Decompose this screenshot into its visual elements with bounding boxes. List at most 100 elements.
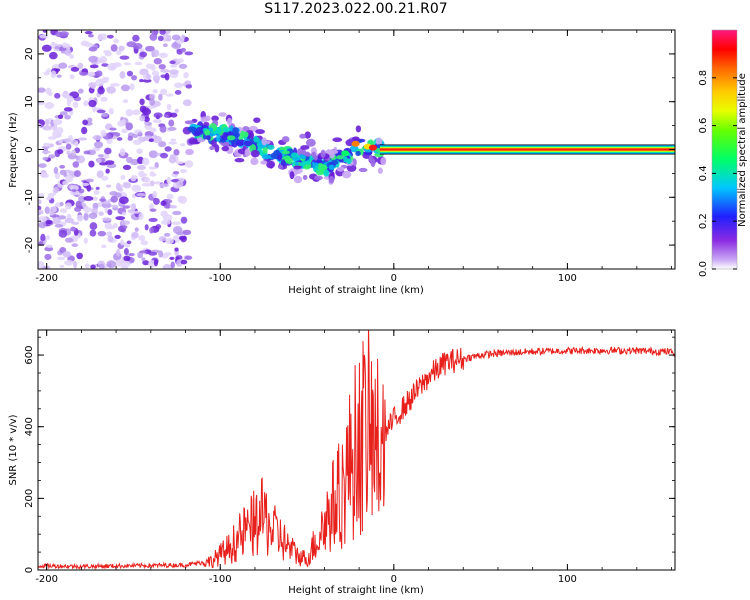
noise-cell bbox=[148, 166, 157, 170]
noise-cell bbox=[159, 183, 170, 188]
noise-cell bbox=[98, 33, 107, 38]
noise-cell bbox=[110, 195, 118, 203]
noise-cell bbox=[151, 70, 160, 77]
trend-cell bbox=[328, 164, 335, 171]
snr-panel: -200 -100 0 100 0 200 400 600 Height of straigh… bbox=[8, 329, 676, 596]
noise-cell bbox=[48, 154, 56, 159]
noise-cell bbox=[59, 111, 68, 116]
noise-cell bbox=[185, 84, 193, 89]
noise-cell bbox=[97, 86, 105, 95]
noise-cell bbox=[84, 263, 90, 269]
noise-cell bbox=[40, 173, 49, 179]
noise-cell bbox=[180, 259, 188, 265]
noise-cell bbox=[175, 231, 184, 236]
noise-cell bbox=[144, 176, 151, 183]
noise-cell bbox=[70, 185, 79, 191]
trend-cell bbox=[209, 146, 215, 151]
noise-cell bbox=[125, 108, 133, 117]
noise-cell bbox=[131, 109, 141, 116]
trend-cell bbox=[278, 165, 284, 169]
peak-cell bbox=[368, 144, 377, 151]
y-tick-label: 0 bbox=[24, 567, 35, 573]
noise-cell bbox=[149, 33, 158, 41]
noise-cell bbox=[121, 118, 126, 125]
noise-cell bbox=[107, 235, 114, 243]
trend-cell bbox=[343, 156, 348, 163]
noise-cell bbox=[75, 200, 82, 209]
noise-cell bbox=[159, 125, 167, 133]
noise-cell bbox=[57, 114, 64, 120]
noise-cell bbox=[122, 225, 128, 230]
noise-cell bbox=[180, 47, 187, 53]
trend-cell bbox=[266, 144, 275, 150]
noise-cell bbox=[64, 114, 71, 120]
trend-cell bbox=[332, 137, 343, 143]
colorbar-ticks: 0.0 0.2 0.4 0.6 0.8 bbox=[698, 70, 737, 277]
trend-cell bbox=[261, 137, 268, 146]
noise-cell bbox=[81, 182, 90, 187]
trend-cell bbox=[293, 165, 302, 170]
noise-cell bbox=[91, 196, 99, 201]
trend-cell bbox=[218, 112, 227, 117]
noise-cell bbox=[148, 138, 154, 143]
noise-cell bbox=[84, 31, 93, 35]
noise-cell bbox=[88, 212, 98, 219]
trend-cell bbox=[286, 157, 293, 165]
noise-cell bbox=[121, 211, 127, 216]
colorbar-tick-label: 0.0 bbox=[698, 261, 709, 277]
noise-cell bbox=[158, 63, 166, 70]
noise-cell bbox=[97, 154, 104, 158]
noise-cell bbox=[38, 209, 44, 215]
noise-cell bbox=[158, 52, 169, 58]
noise-cell bbox=[47, 192, 55, 199]
noise-cell bbox=[101, 244, 107, 249]
noise-cell bbox=[142, 78, 152, 83]
trend-cell bbox=[328, 175, 335, 184]
noise-cell bbox=[85, 71, 96, 77]
noise-cell bbox=[65, 143, 72, 150]
noise-cell bbox=[95, 186, 100, 190]
noise-cell bbox=[166, 103, 172, 111]
trend-cell bbox=[293, 175, 303, 184]
noise-cell bbox=[54, 172, 60, 180]
noise-cell bbox=[102, 217, 112, 222]
noise-cell bbox=[158, 141, 167, 148]
trend-cell bbox=[184, 120, 194, 125]
noise-cell bbox=[81, 126, 88, 135]
noise-cell bbox=[93, 189, 100, 195]
noise-cell bbox=[136, 165, 146, 171]
noise-cell bbox=[61, 42, 68, 49]
trend-cell bbox=[358, 167, 368, 173]
noise-cell bbox=[46, 244, 53, 249]
noise-cell bbox=[163, 204, 172, 209]
noise-cell bbox=[38, 199, 42, 205]
noise-cell bbox=[120, 239, 125, 246]
y-tick-label: 400 bbox=[24, 417, 35, 436]
trend-cell bbox=[280, 159, 287, 167]
noise-cell bbox=[44, 102, 55, 110]
noise-cell bbox=[163, 252, 172, 256]
colorbar-label: Normalized spectral amplitude bbox=[737, 73, 748, 227]
trend-cell bbox=[305, 138, 316, 147]
noise-cell bbox=[38, 260, 45, 269]
trend-cell bbox=[294, 161, 299, 166]
noise-cell bbox=[108, 225, 116, 230]
noise-cell bbox=[59, 31, 69, 37]
trend-cell bbox=[253, 117, 261, 123]
noise-cell bbox=[90, 264, 96, 269]
noise-cell bbox=[105, 168, 110, 174]
trend-cell bbox=[313, 155, 318, 161]
trend-cell bbox=[341, 170, 352, 179]
colorbar-tick-label: 0.4 bbox=[698, 165, 709, 181]
noise-cell bbox=[174, 89, 182, 95]
noise-cell bbox=[59, 201, 64, 207]
noise-cell bbox=[148, 217, 158, 222]
noise-cell bbox=[178, 235, 187, 241]
noise-cell bbox=[89, 222, 98, 231]
noise-cell bbox=[137, 251, 144, 259]
noise-cell bbox=[71, 149, 76, 155]
noise-cell bbox=[158, 93, 163, 101]
spectrogram-xlabel: Height of straight line (km) bbox=[288, 285, 424, 296]
y-tick-label: 0 bbox=[24, 146, 35, 152]
